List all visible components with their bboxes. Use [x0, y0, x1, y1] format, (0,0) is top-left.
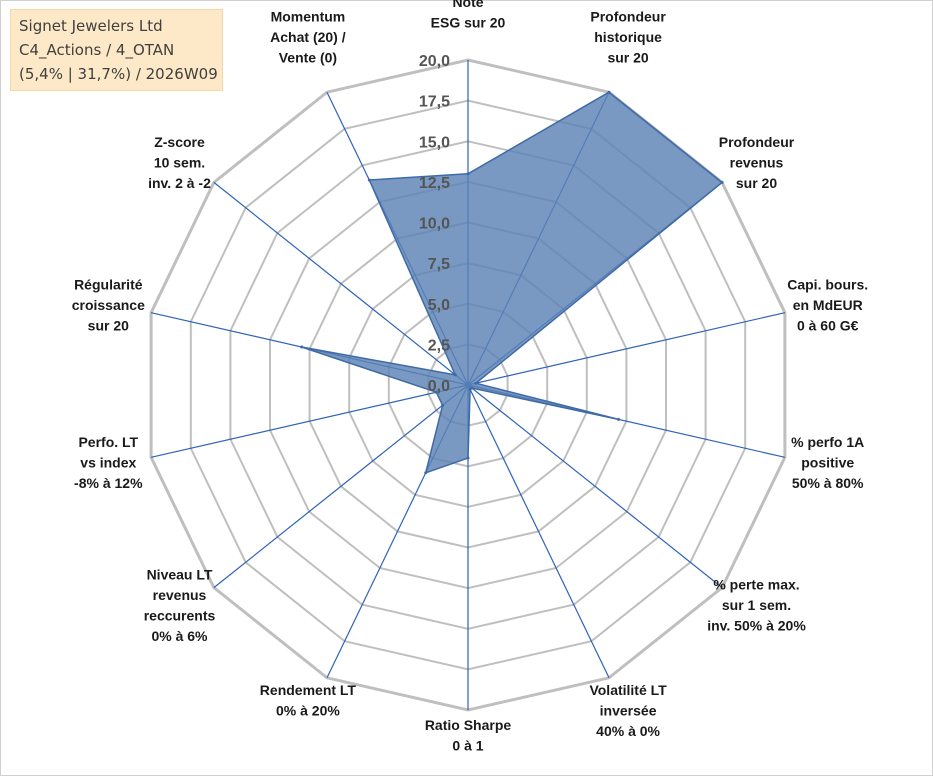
axis-label-line: inv. 2 à -2: [148, 175, 211, 191]
axis-spoke: [213, 384, 469, 589]
info-company-name: Signet Jewelers Ltd: [19, 17, 163, 35]
data-point: [466, 172, 470, 176]
axis-label: Note ESG sur 20: [431, 0, 506, 31]
axis-label-line: Z-score: [154, 134, 205, 150]
axis-label-line: 50% à 80%: [792, 475, 864, 491]
axis-label-line: Volatilité LT: [589, 682, 667, 698]
tick-label: 15,0: [419, 134, 450, 151]
axis-label-line: Profondeur: [719, 134, 795, 150]
axis-label-line: 0% à 6%: [151, 628, 208, 644]
data-point: [720, 180, 724, 184]
axis-label-line: revenus: [153, 587, 207, 603]
axis-label-line: revenus: [730, 154, 784, 170]
axis-label-line: sur 1 sem.: [722, 597, 791, 613]
axis-label: Perfo. LT vs index -8% à 12%: [74, 434, 143, 491]
axis-label-line: Régularité: [74, 276, 143, 292]
axis-label-line: 0 à 1: [452, 738, 483, 754]
info-box: Signet Jewelers Ltd C4_Actions / 4_OTAN …: [10, 9, 223, 91]
series-area: [300, 91, 723, 474]
axis-label: Capi. bours. en MdEUR 0 à 60 G€: [787, 276, 868, 333]
axis-label: Volatilité LT inversée 40% à 0%: [589, 682, 667, 739]
axis-label: Profondeur revenus sur 20: [719, 134, 795, 191]
axis-label-line: vs index: [80, 455, 136, 471]
axis-label: % perfo 1A positive 50% à 80%: [791, 434, 864, 491]
data-point: [468, 387, 472, 391]
axis-label-line: croissance: [72, 297, 145, 313]
axis-label-line: Rendement LT: [260, 682, 357, 698]
tick-label: 20,0: [419, 53, 450, 70]
tick-label: 2,5: [428, 337, 450, 354]
axis-label-line: sur 20: [607, 50, 648, 66]
axis-label-line: Note: [452, 0, 483, 10]
axis-label-line: Profondeur: [590, 9, 666, 25]
axis-label-line: sur 20: [88, 317, 129, 333]
radar-series: [300, 90, 724, 475]
axis-label-line: Ratio Sharpe: [425, 717, 512, 733]
axis-label-line: % perte max.: [713, 577, 799, 593]
axis-label: Ratio Sharpe 0 à 1: [425, 717, 512, 754]
tick-label: 5,0: [428, 297, 450, 314]
axis-label-line: inv. 50% à 20%: [707, 618, 806, 634]
axis-label: Régularité croissance sur 20: [72, 276, 145, 333]
axis-label-line: positive: [801, 455, 854, 471]
axis-label-line: Vente (0): [279, 50, 337, 66]
axis-label-line: sur 20: [736, 175, 777, 191]
axis-label: Momentum Achat (20) / Vente (0): [270, 9, 346, 66]
data-point: [367, 178, 371, 182]
axis-label-line: reccurents: [144, 607, 216, 623]
axis-label-line: 0% à 20%: [276, 702, 340, 718]
axis-label: % perte max. sur 1 sem. inv. 50% à 20%: [707, 577, 806, 634]
data-point: [434, 390, 438, 394]
axis-label-line: Perfo. LT: [78, 434, 138, 450]
tick-label: 0,0: [428, 378, 450, 395]
data-point: [466, 456, 470, 460]
radial-tick-labels: 0,0 2,5 5,0 7,5 10,0 12,5 15,0 17,5 20,0: [419, 53, 450, 395]
axis-label-line: inversée: [600, 702, 657, 718]
tick-label: 7,5: [428, 256, 450, 273]
axis-label-line: Momentum: [271, 9, 346, 25]
data-point: [474, 381, 478, 385]
axis-label-line: 40% à 0%: [596, 723, 660, 739]
axis-label-line: en MdEUR: [793, 297, 863, 313]
data-point: [453, 373, 457, 377]
axis-label-line: -8% à 12%: [74, 475, 143, 491]
axis-label-line: Niveau LT: [147, 566, 213, 582]
data-point: [424, 471, 428, 475]
axis-label-line: 0 à 60 G€: [797, 317, 859, 333]
axis-label-line: Capi. bours.: [787, 276, 868, 292]
tick-label: 17,5: [419, 94, 450, 111]
data-point: [441, 403, 445, 407]
axis-label: Z-score 10 sem. inv. 2 à -2: [148, 134, 211, 191]
axis-label-line: % perfo 1A: [791, 434, 864, 450]
axis-spoke: [467, 312, 786, 386]
axis-label-line: historique: [594, 29, 662, 45]
tick-label: 12,5: [419, 175, 450, 192]
axis-spoke: [467, 384, 723, 589]
data-point: [300, 345, 304, 349]
tick-label: 10,0: [419, 216, 450, 233]
axis-label-line: Achat (20) /: [270, 29, 346, 45]
info-portfolio: C4_Actions / 4_OTAN: [19, 41, 175, 59]
axis-spoke: [213, 181, 469, 386]
axis-spoke: [150, 384, 469, 458]
data-point: [617, 417, 620, 421]
info-stats-week: (5,4% | 31,7%) / 2026W09: [19, 65, 218, 83]
data-point: [607, 90, 611, 94]
axis-label-line: 10 sem.: [154, 154, 205, 170]
axis-label-line: ESG sur 20: [431, 15, 506, 31]
axis-spoke: [467, 384, 610, 679]
axis-labels: Note ESG sur 20 Profondeur historique sur 20…: [72, 0, 868, 754]
axis-label: Profondeur historique sur 20: [590, 9, 666, 66]
axis-label: Niveau LT revenus reccurents 0% à 6%: [144, 566, 216, 644]
axis-label: Rendement LT 0% à 20%: [260, 682, 357, 719]
